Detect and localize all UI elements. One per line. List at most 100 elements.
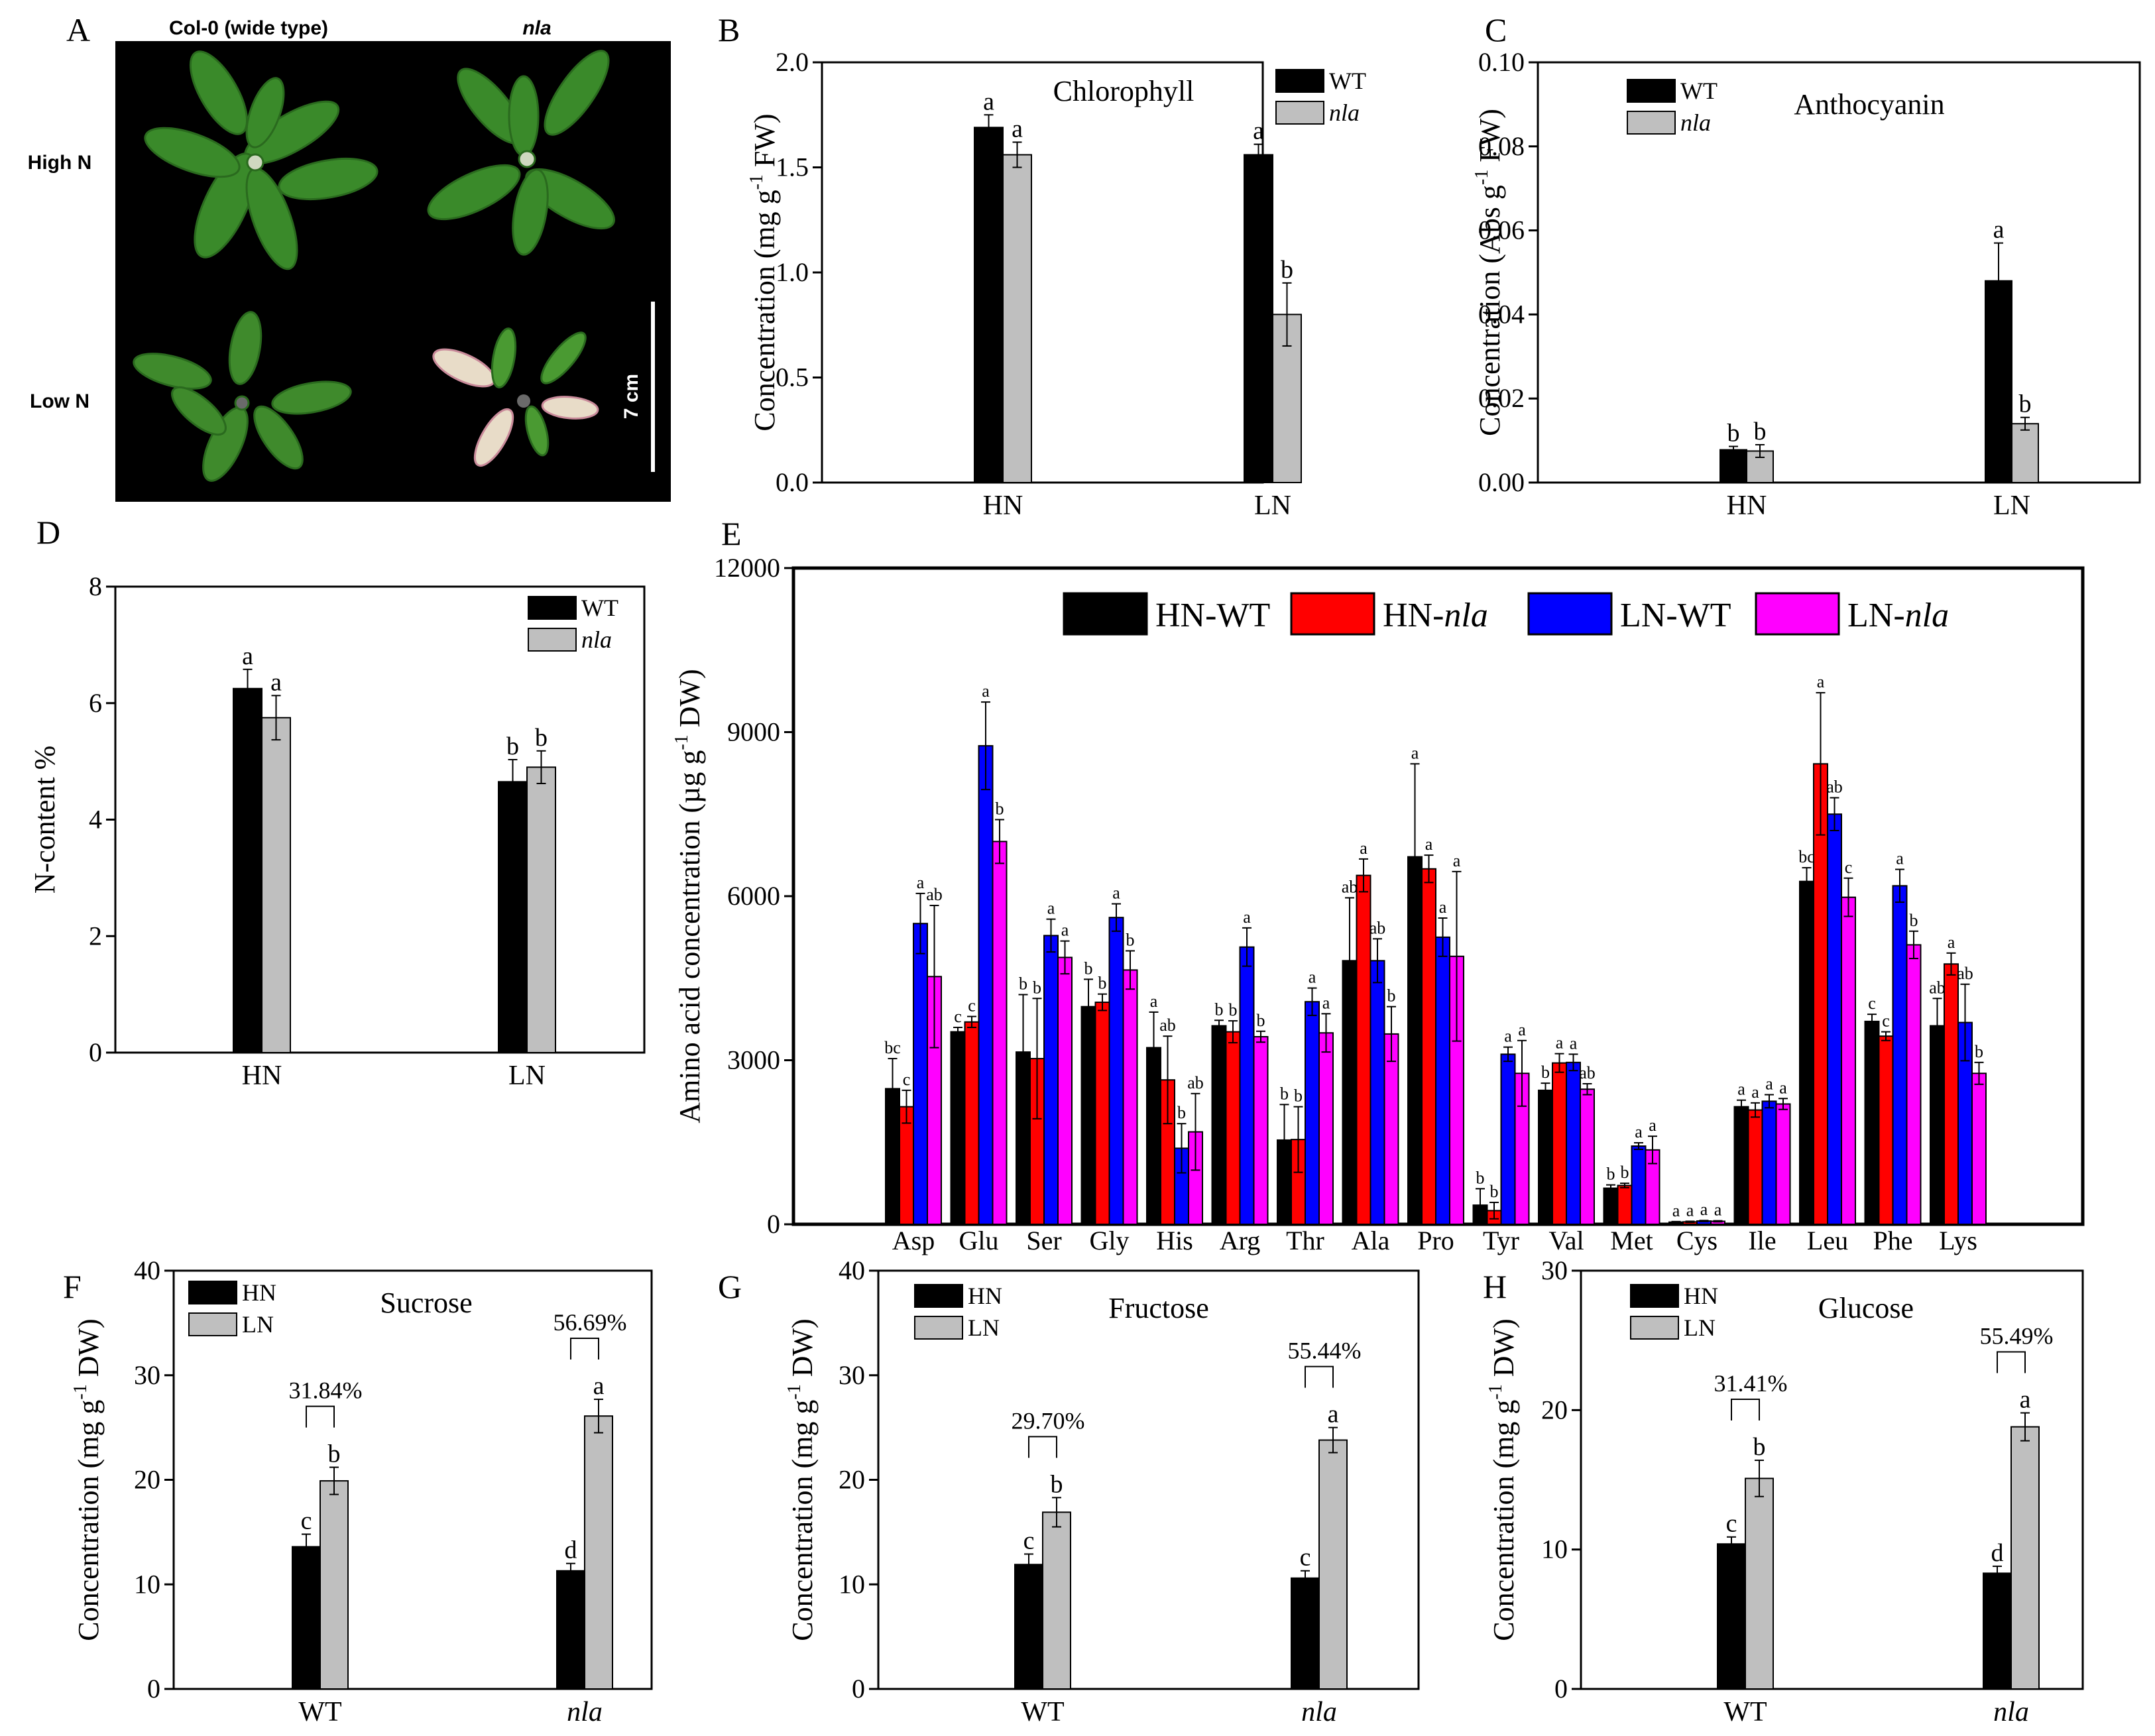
significance-letter: b [1727,419,1740,447]
category-label-thr: Thr [1286,1226,1324,1255]
panel-letter-a: A [66,11,90,48]
significance-letter: a [1686,1200,1694,1220]
y-tick-label: 1.5 [776,152,809,182]
y-tick-label: 40 [839,1255,865,1285]
y-tick-label: 0.08 [1478,131,1525,161]
legend-label-nla: nla [581,626,612,653]
legend-label-prefix: LN- [1847,597,1905,634]
bar-hn-nla-met [1617,1185,1633,1226]
bar-ln-nla-ser [1057,956,1073,1226]
legend-label-nla: nla [1329,99,1360,126]
panel-letter-h: H [1483,1268,1507,1305]
y-axis-label-unit: DW) [786,1318,819,1384]
significance-letter: b [1033,978,1041,997]
category-label-arg: Arg [1220,1226,1260,1255]
category-label-wt: WT [1723,1697,1767,1727]
y-tick-label: 0 [852,1674,865,1704]
category-label-val: Val [1548,1226,1584,1255]
significance-letter: b [1098,974,1107,993]
y-axis-label: Concentration (Abs g-1 FW) [1472,109,1506,436]
significance-letter: a [1556,1033,1564,1053]
significance-letter: a [1411,743,1419,762]
significance-letter: a [1765,1074,1773,1093]
significance-letter: a [1518,1020,1526,1039]
comparison-bracket [1028,1436,1057,1458]
bar-ln-nla-lys [1971,1072,1987,1226]
category-label-wt: WT [1021,1697,1064,1727]
legend-label-ln: LN [968,1314,1000,1341]
y-tick-label: 10 [839,1569,865,1599]
bar-wt-hn [233,687,262,1053]
significance-letter: ab [1187,1073,1204,1092]
n-content-chart: D 0 2 4 6 8 N-content % aa HN b b LN WT nla [29,514,646,1091]
bar-wt-hn [974,127,1004,483]
bar-hn-wt [1717,1543,1746,1690]
significance-letter: a [1948,933,1955,952]
bar-ln-nla [584,1415,613,1690]
bar-hn-wt-met [1603,1187,1619,1226]
bar-hn-nla [1983,1572,2012,1690]
significance-letter: a [1896,849,1904,868]
significance-letter: a [1817,672,1825,691]
chart-title: Fructose [1108,1292,1209,1324]
comparison-bracket [1997,1351,2026,1373]
y-axis-label-sup: -1 [784,1384,805,1399]
significance-letter: ab [1957,964,1973,983]
bar-ln-wt [1745,1477,1774,1690]
sucrose-chart: F 0 10 20 30 40 Concentration (mg g-1 DW) Sucro… [63,1255,653,1727]
significance-letter: a [1779,1078,1787,1097]
significance-letter: b [1126,931,1135,950]
category-label-glu: Glu [959,1226,999,1255]
panel-letter-b: B [718,11,740,48]
legend-swatch-nla [1627,111,1676,135]
y-tick-label: 0.5 [776,363,809,392]
legend-swatch-ln-wt [1527,592,1613,636]
significance-letter: b [328,1440,341,1468]
significance-letter: b [996,799,1004,819]
category-label-his: His [1156,1226,1193,1255]
y-tick-label: 0 [147,1674,160,1704]
legend-label-ln: LN [1684,1314,1716,1341]
significance-letter: b [1229,1000,1238,1019]
anthocyanin-chart: C 0.00 0.02 0.04 0.06 0.08 0.10 Concentration (… [1472,11,2141,521]
legend-label-wt: WT [581,595,618,621]
y-tick-label: 0 [767,1209,780,1239]
category-label-hn: HN [1727,491,1767,521]
y-axis-label-text: Concentration (Abs g [1474,185,1506,436]
bar-hn-wt-arg [1211,1025,1227,1226]
category-label-asp: Asp [892,1226,935,1255]
category-label-ln: LN [1993,491,2030,521]
label-nla: nla [522,17,551,39]
y-axis-label-text: Concentration (mg g [748,190,781,431]
significance-letter: b [1294,1086,1303,1106]
bar-ln-nla-thr [1318,1032,1334,1225]
significance-letter: a [1253,117,1264,145]
significance-letter: a [1649,1116,1657,1135]
significance-letter: b [1476,1168,1485,1187]
category-label-nla: nla [1301,1697,1337,1727]
y-tick-label: 0.0 [776,467,809,497]
y-tick-label: 40 [134,1255,160,1285]
bar-ln-nla-arg [1253,1036,1269,1226]
legend-swatch-hn [914,1284,963,1308]
legend-label-ln-wt: LN-WT [1620,597,1731,634]
label-col0: Col-0 (wide type) [169,17,328,39]
y-axis-label-sup: -1 [671,734,692,750]
category-label-wt: WT [298,1697,341,1727]
bar-ln-wt-ser [1043,935,1059,1226]
y-axis-label-unit: FW) [1474,109,1506,170]
label-high-n: High N [28,152,92,174]
category-label-leu: Leu [1807,1226,1848,1255]
bar-hn-wt-val [1538,1089,1553,1225]
y-tick-label: 10 [134,1569,160,1599]
rosette-col0-high-n [144,50,379,270]
significance-letter: a [1635,1122,1643,1141]
significance-letter: c [1868,994,1876,1013]
panel-letter-c: C [1485,11,1507,48]
category-label-lys: Lys [1939,1226,1977,1255]
y-tick-label: 10 [1541,1534,1568,1564]
legend-label-wt: WT [1680,78,1718,104]
percent-increase-label: 55.44% [1288,1338,1362,1364]
bar-ln-nla [2010,1426,2040,1690]
significance-letter: a [593,1372,605,1400]
